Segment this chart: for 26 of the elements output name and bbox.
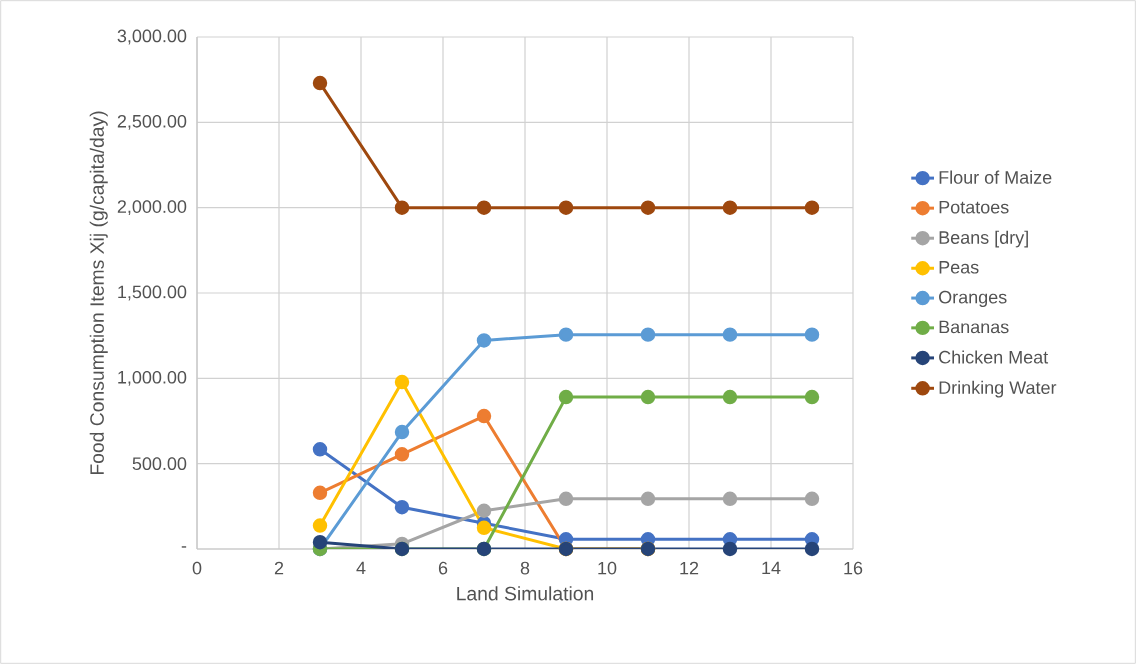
y-tick-label: 1,000.00 xyxy=(118,370,187,386)
legend-label: Flour of Maize xyxy=(939,170,1052,184)
legend-label: Bananas xyxy=(939,320,1009,334)
x-tick-label: 6 xyxy=(438,561,448,575)
x-axis-title: Land Simulation xyxy=(457,586,594,601)
y-tick-label: 2,000.00 xyxy=(117,200,187,216)
legend-label: Peas xyxy=(939,261,979,274)
x-tick-label: 14 xyxy=(762,561,781,575)
x-tick-label: 12 xyxy=(680,561,699,575)
y-tick-label: 3,000.00 xyxy=(117,29,187,45)
y-axis-title: Food Consumption Items Xij (g/capita/day) xyxy=(89,111,108,475)
x-tick-label: 4 xyxy=(356,561,366,575)
legend-label: Beans [dry] xyxy=(939,230,1028,248)
x-tick-label: 0 xyxy=(192,561,202,575)
legend-label: Chicken Meat xyxy=(939,350,1049,364)
y-tick-label: 1,500.00 xyxy=(118,285,187,301)
legend-label: Oranges xyxy=(939,290,1007,308)
x-tick-label: 10 xyxy=(598,561,617,575)
x-tick-label: 16 xyxy=(844,561,863,575)
y-tick-label: - xyxy=(181,546,187,548)
x-tick-label: 2 xyxy=(274,561,284,575)
legend-label: Potatoes xyxy=(939,200,1009,214)
y-tick-label: 500.00 xyxy=(132,457,187,471)
x-tick-label: 8 xyxy=(520,561,530,575)
legend-label: Drinking Water xyxy=(939,380,1057,398)
y-tick-label: 2,500.00 xyxy=(117,114,187,130)
